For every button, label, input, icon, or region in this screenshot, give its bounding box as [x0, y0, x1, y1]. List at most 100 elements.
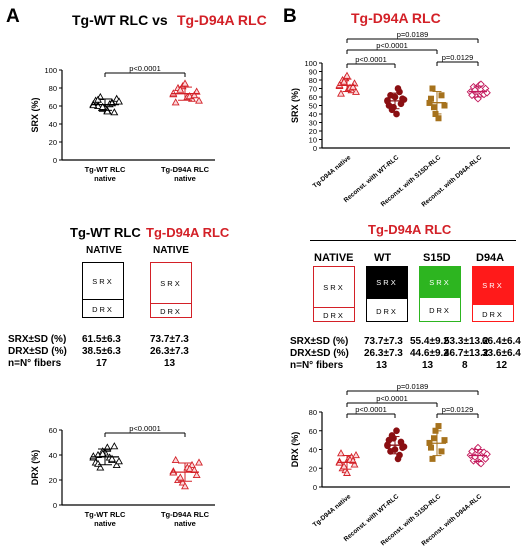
fiber-box-wt: SRX DRX	[82, 262, 124, 318]
y-axis-label: DRX (%)	[30, 450, 40, 486]
y-tick-label: 10	[309, 136, 317, 145]
y-tick-label: 60	[309, 427, 317, 436]
col-header-wt: WT	[374, 252, 392, 264]
data-point	[181, 79, 189, 87]
data-point	[352, 87, 360, 95]
native-label-d94a: NATIVE	[153, 245, 189, 256]
col-header-s15d: S15D	[423, 252, 451, 264]
stat-s15d-srx: 53.3±13.2	[444, 336, 489, 347]
data-point	[195, 458, 203, 466]
y-tick-label: 30	[309, 119, 317, 128]
panel-b-title: Tg-D94A RLC	[351, 10, 441, 26]
data-point	[176, 85, 185, 93]
p-value-label: p<0.0001	[129, 64, 161, 73]
x-category-label: native	[94, 519, 116, 528]
data-point	[108, 454, 116, 462]
y-tick-label: 50	[309, 102, 317, 111]
p-value-label: p=0.0129	[442, 405, 474, 414]
srx-label: SRX	[92, 276, 114, 286]
stat-wt-drx: 38.5±6.3	[82, 346, 121, 357]
data-point	[181, 482, 189, 490]
fiber-box-wt-reconst: SRX DRX	[366, 266, 408, 322]
y-axis-label: SRX (%)	[30, 97, 40, 132]
data-point	[190, 91, 199, 99]
data-point	[171, 455, 180, 464]
p-value-label: p<0.0001	[376, 394, 408, 403]
stat-label-n-b: n=N° fibers	[290, 360, 344, 371]
srx-drx-divider	[314, 307, 354, 308]
col-header-d94a: D94A	[476, 252, 505, 264]
srx-label: SRX	[367, 267, 407, 298]
stat-wt-srx-b: 55.4±9.2	[410, 336, 449, 347]
data-point	[427, 95, 435, 102]
stat-d94a-srx-b: 66.4±6.4	[482, 336, 521, 347]
drx-label: DRX	[429, 306, 451, 315]
data-point	[171, 98, 180, 106]
data-point	[195, 96, 203, 104]
y-tick-label: 20	[309, 464, 317, 473]
data-point	[438, 92, 445, 99]
panel-a-title-right: Tg-D94A RLC	[177, 12, 267, 28]
stat-s15d-n: 8	[462, 360, 468, 371]
y-tick-label: 70	[309, 85, 317, 94]
stat-d94a-drx: 26.3±7.3	[150, 346, 189, 357]
y-axis-label: SRX (%)	[290, 88, 300, 123]
x-category-label: Tg-WT RLC	[85, 165, 126, 174]
x-category-label: Tg-WT RLC	[85, 510, 126, 519]
fiber-box-d94a: SRX DRX	[150, 262, 192, 318]
data-point	[349, 82, 357, 90]
y-tick-label: 20	[49, 476, 57, 485]
data-point	[96, 463, 105, 471]
y-tick-label: 80	[309, 76, 317, 85]
data-point	[427, 444, 435, 451]
y-tick-label: 0	[313, 483, 317, 492]
stat-d94a-n-b: 12	[496, 360, 508, 371]
stat-native-drx: 26.3±7.3	[364, 348, 403, 359]
data-point	[340, 77, 348, 85]
x-category-label: native	[94, 174, 116, 183]
stat-label-n: n=N° fibers	[8, 358, 62, 369]
p-value-label: p<0.0001	[355, 405, 387, 414]
y-tick-label: 0	[53, 501, 57, 510]
x-category-label: Tg-D94A RLC	[161, 165, 210, 174]
data-point	[110, 442, 119, 450]
stat-s15d-drx: 46.7±13.2	[444, 348, 489, 359]
data-point	[394, 85, 402, 92]
p-value-label: p<0.0001	[355, 55, 387, 64]
stat-wt-drx-b: 44.6±9.2	[410, 348, 449, 359]
data-point	[430, 435, 438, 442]
y-tick-label: 60	[49, 102, 57, 111]
stat-label-srx: SRX±SD (%)	[8, 334, 67, 345]
panel-b-section-title: Tg-D94A RLC	[368, 222, 452, 237]
panel-a-label: A	[6, 6, 20, 27]
data-point	[176, 473, 185, 481]
data-point	[112, 460, 121, 469]
stat-wt-n-b: 13	[422, 360, 434, 371]
drx-label: DRX	[160, 307, 182, 316]
data-point	[192, 470, 201, 479]
y-tick-label: 100	[304, 59, 317, 68]
x-category-label: native	[174, 519, 196, 528]
panel-b-label: B	[283, 6, 297, 27]
data-point	[435, 423, 442, 430]
data-point	[103, 107, 112, 115]
drx-label: DRX	[92, 305, 114, 314]
drx-label: DRX	[482, 309, 504, 319]
y-tick-label: 90	[309, 68, 317, 77]
fiber-box-native: SRX DRX	[313, 266, 355, 322]
data-point	[393, 427, 400, 435]
srx-label: SRX	[473, 267, 513, 304]
data-point	[352, 450, 360, 459]
data-point	[388, 432, 396, 439]
srx-drx-divider	[420, 297, 460, 298]
data-point	[394, 455, 402, 463]
stat-d94a-n: 13	[164, 358, 176, 369]
y-tick-label: 0	[313, 144, 317, 153]
panel-a-section-right: Tg-D94A RLC	[146, 225, 230, 240]
srx-label: SRX	[420, 267, 460, 297]
data-point	[98, 102, 107, 110]
drx-label: DRX	[376, 306, 398, 316]
